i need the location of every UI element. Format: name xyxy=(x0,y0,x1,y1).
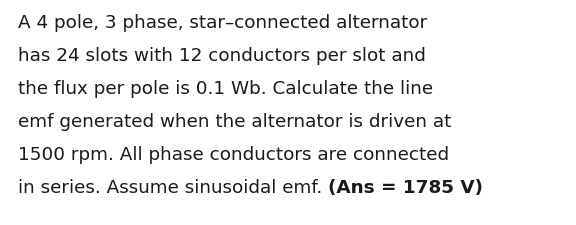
Text: in series. Assume sinusoidal emf.: in series. Assume sinusoidal emf. xyxy=(18,179,328,197)
Text: has 24 slots with 12 conductors per slot and: has 24 slots with 12 conductors per slot… xyxy=(18,47,426,65)
Text: emf generated when the alternator is driven at: emf generated when the alternator is dri… xyxy=(18,113,452,131)
Text: (Ans = 1785 V): (Ans = 1785 V) xyxy=(328,179,483,197)
Text: 1500 rpm. All phase conductors are connected: 1500 rpm. All phase conductors are conne… xyxy=(18,146,449,164)
Text: A 4 pole, 3 phase, star–connected alternator: A 4 pole, 3 phase, star–connected altern… xyxy=(18,14,427,32)
Text: the flux per pole is 0.1 Wb. Calculate the line: the flux per pole is 0.1 Wb. Calculate t… xyxy=(18,80,433,98)
